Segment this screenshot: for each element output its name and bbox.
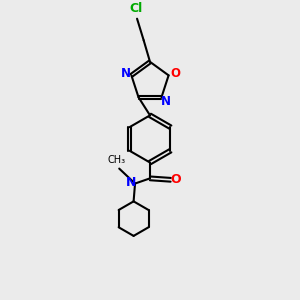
Text: O: O — [170, 67, 180, 80]
Text: Cl: Cl — [130, 2, 143, 15]
Text: N: N — [161, 95, 171, 108]
Text: O: O — [170, 173, 181, 186]
Text: CH₃: CH₃ — [108, 155, 126, 165]
Text: N: N — [121, 68, 131, 80]
Text: N: N — [126, 176, 136, 190]
